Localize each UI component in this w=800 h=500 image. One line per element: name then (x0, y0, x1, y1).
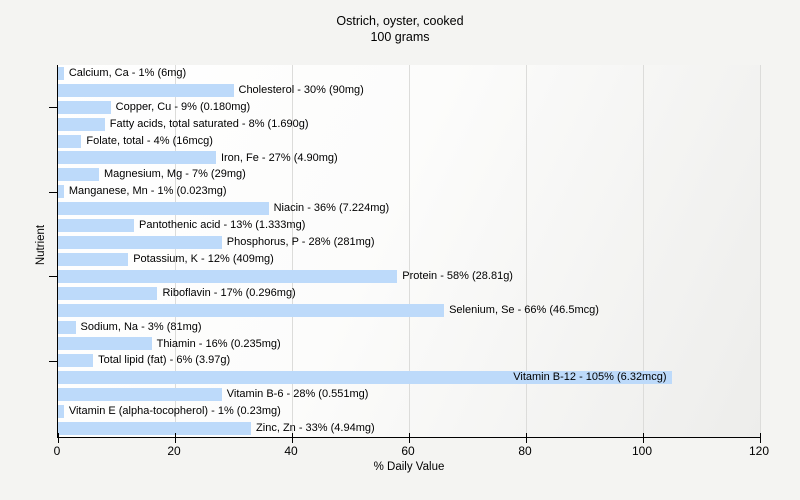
bar (58, 405, 64, 419)
bar-label: Zinc, Zn - 33% (4.94mg) (256, 422, 375, 435)
bar (58, 151, 216, 165)
bar-label: Fatty acids, total saturated - 8% (1.690… (109, 117, 309, 130)
chart-title-block: Ostrich, oyster, cooked 100 grams (0, 13, 800, 45)
gridline-x-60 (409, 65, 410, 437)
bar (58, 337, 152, 351)
bar (58, 388, 222, 402)
bar-row: Riboflavin - 17% (0.296mg) (58, 285, 760, 302)
bar-row: Vitamin B-12 - 105% (6.32mcg) (58, 369, 760, 386)
gridline-x-120 (760, 65, 761, 437)
bar-row: Iron, Fe - 27% (4.90mg) (58, 150, 760, 167)
bar-label: Manganese, Mn - 1% (0.023mg) (68, 185, 227, 198)
bar-label: Cholesterol - 30% (90mg) (238, 83, 364, 96)
bar (58, 66, 64, 80)
bar (58, 134, 82, 148)
x-axis-tick-label: 100 (631, 444, 653, 458)
y-axis-title: Nutrient (35, 224, 47, 266)
bar (58, 354, 94, 368)
bar-label: Potassium, K - 12% (409mg) (133, 253, 274, 265)
bar-row: Potassium, K - 12% (409mg) (58, 251, 760, 268)
bar (58, 185, 64, 199)
bar-row: Niacin - 36% (7.224mg) (58, 200, 760, 217)
bar (58, 117, 105, 131)
gridline-x-100 (643, 65, 644, 437)
x-axis-tick-label: 20 (167, 444, 181, 458)
bar-row: Copper, Cu - 9% (0.180mg) (58, 99, 760, 116)
x-axis-tick-label: 40 (284, 444, 298, 458)
x-axis-tick (409, 433, 410, 443)
bar (58, 269, 398, 283)
bar-label: Total lipid (fat) - 6% (3.97g) (98, 354, 231, 367)
bar-label: Magnesium, Mg - 7% (29mg) (103, 168, 246, 181)
gridline-x-40 (292, 65, 293, 437)
bar (58, 202, 269, 216)
bar-row: Phosphorus, P - 28% (281mg) (58, 234, 760, 251)
x-axis-tick (175, 433, 176, 443)
bar-row: Vitamin E (alpha-tocopherol) - 1% (0.23m… (58, 403, 760, 420)
bar-row: Protein - 58% (28.81g) (58, 268, 760, 285)
bar-row: Fatty acids, total saturated - 8% (1.690… (58, 116, 760, 133)
bar-row: Thiamin - 16% (0.235mg) (58, 336, 760, 353)
bar (58, 168, 99, 182)
bar-row: Cholesterol - 30% (90mg) (58, 82, 760, 99)
bar-label: Copper, Cu - 9% (0.180mg) (115, 100, 251, 113)
bar-label: Sodium, Na - 3% (81mg) (80, 320, 202, 333)
plot-area: Calcium, Ca - 1% (6mg) Cholesterol - 30% … (49, 65, 761, 443)
bar-label: Vitamin E (alpha-tocopherol) - 1% (0.23m… (68, 405, 281, 418)
gridline-x-20 (175, 65, 176, 437)
bar (58, 303, 445, 317)
bar-row: Pantothenic acid - 13% (1.333mg) (58, 217, 760, 234)
bar-label: Riboflavin - 17% (0.296mg) (162, 286, 296, 299)
x-axis-tick (292, 433, 293, 443)
bar-label: Vitamin B-12 - 105% (6.32mcg) (513, 371, 667, 384)
bar-row: Manganese, Mn - 1% (0.023mg) (58, 183, 760, 200)
y-axis-tick (49, 191, 58, 193)
x-axis-tick-label: 80 (518, 444, 532, 458)
bar-label: Folate, total - 4% (16mcg) (86, 134, 213, 147)
x-axis-tick (760, 433, 761, 443)
bar-label: Selenium, Se - 66% (46.5mcg) (449, 303, 599, 316)
bar-label: Vitamin B-6 - 28% (0.551mg) (226, 388, 369, 401)
chart-subtitle: 100 grams (370, 30, 430, 44)
x-axis-tick (643, 433, 644, 443)
bar-label: Iron, Fe - 27% (4.90mg) (220, 151, 338, 164)
bar-label: Phosphorus, P - 28% (281mg) (226, 236, 375, 249)
bar-label: Protein - 58% (28.81g) (402, 269, 513, 282)
x-axis-tick-label: 60 (401, 444, 415, 458)
x-axis-title: % Daily Value (373, 461, 445, 473)
bar-row: Vitamin B-6 - 28% (0.551mg) (58, 386, 760, 403)
bar (58, 286, 158, 300)
bar (58, 236, 222, 250)
y-axis-tick (49, 107, 58, 109)
x-axis-tick (58, 433, 59, 443)
bar (58, 422, 252, 436)
x-axis-tick-label: 0 (53, 444, 61, 458)
bar-row: Selenium, Se - 66% (46.5mcg) (58, 302, 760, 319)
bar-label: Niacin - 36% (7.224mg) (273, 202, 390, 215)
y-axis-tick (49, 276, 58, 278)
bar-row: Zinc, Zn - 33% (4.94mg) (58, 420, 760, 437)
bar (58, 100, 111, 114)
bar (58, 252, 129, 266)
bar (58, 371, 673, 385)
bar-label: Calcium, Ca - 1% (6mg) (68, 67, 187, 79)
bar-row: Calcium, Ca - 1% (6mg) (58, 65, 760, 82)
x-axis-tick (526, 433, 527, 443)
x-axis-tick-label: 120 (748, 444, 770, 458)
bar-row: Total lipid (fat) - 6% (3.97g) (58, 352, 760, 369)
bar-label: Pantothenic acid - 13% (1.333mg) (139, 219, 306, 232)
bar-row: Magnesium, Mg - 7% (29mg) (58, 166, 760, 183)
bar-row: Folate, total - 4% (16mcg) (58, 133, 760, 150)
bar (58, 83, 234, 97)
y-axis-tick (49, 360, 58, 362)
bar (58, 320, 76, 334)
bar-row: Sodium, Na - 3% (81mg) (58, 319, 760, 336)
bar-label: Thiamin - 16% (0.235mg) (156, 337, 281, 350)
gridline-x-80 (526, 65, 527, 437)
bar (58, 219, 135, 233)
chart-title: Ostrich, oyster, cooked (336, 14, 464, 28)
